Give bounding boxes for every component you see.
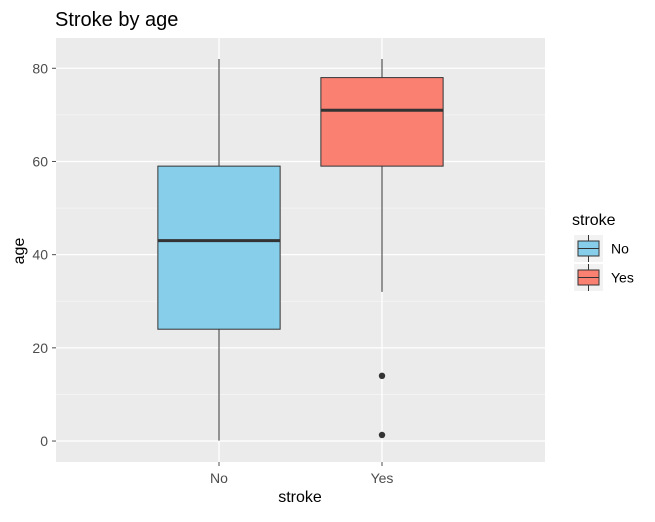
chart-title: Stroke by age xyxy=(55,9,178,31)
outlier-point xyxy=(378,431,386,439)
y-tick-label: 40 xyxy=(32,247,48,263)
box-body xyxy=(157,165,281,330)
y-tick-label: 20 xyxy=(32,340,48,356)
box-body xyxy=(320,77,444,167)
y-tick-label: 0 xyxy=(40,433,48,449)
legend-item-yes: Yes xyxy=(574,264,634,291)
box-no xyxy=(157,58,281,441)
x-tick-label: Yes xyxy=(371,470,394,486)
y-axis-title: age xyxy=(11,238,28,265)
legend-label: Yes xyxy=(611,270,634,286)
y-tick-label: 60 xyxy=(32,153,48,169)
plot-panel xyxy=(56,38,545,462)
outlier-point xyxy=(378,372,386,380)
legend-item-no: No xyxy=(574,235,629,262)
box-yes xyxy=(320,58,444,439)
x-axis-title: stroke xyxy=(278,489,322,506)
legend-title: stroke xyxy=(572,212,616,229)
legend: stroke No Yes xyxy=(572,212,634,291)
x-tick-label: No xyxy=(210,470,228,486)
legend-label: No xyxy=(611,241,629,257)
y-tick-label: 80 xyxy=(32,60,48,76)
